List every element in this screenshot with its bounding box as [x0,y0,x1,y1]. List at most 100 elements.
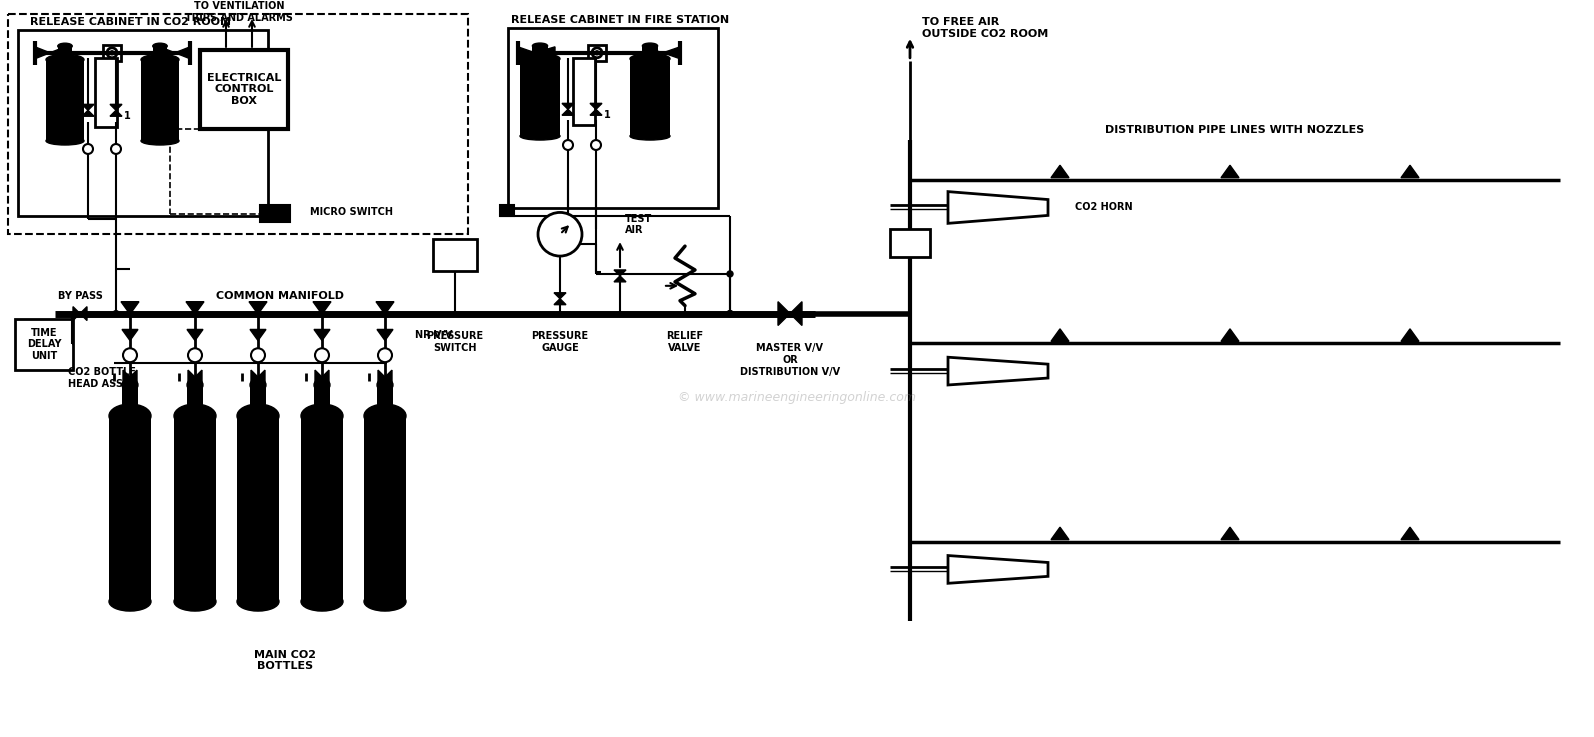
Text: © www.marineengineeringonline.com: © www.marineengineeringonline.com [677,391,917,405]
Ellipse shape [108,404,151,427]
Polygon shape [110,111,123,116]
Bar [378,385,394,419]
Polygon shape [35,47,49,59]
Text: RELEASE CABINET IN CO2 ROOM: RELEASE CABINET IN CO2 ROOM [30,17,231,27]
Polygon shape [1221,527,1239,539]
Text: TIME
DELAY
UNIT: TIME DELAY UNIT [27,328,61,361]
Polygon shape [948,556,1047,583]
Ellipse shape [186,378,202,391]
Polygon shape [948,357,1047,385]
Polygon shape [159,47,175,59]
Ellipse shape [140,136,179,145]
Bar [18,30,268,217]
Circle shape [123,349,137,362]
Polygon shape [1221,165,1239,178]
Polygon shape [563,103,574,109]
Polygon shape [1050,527,1070,539]
Polygon shape [123,370,131,384]
Polygon shape [1401,527,1419,539]
Bar [46,60,84,141]
Circle shape [112,144,121,154]
Text: 1: 1 [604,111,611,120]
Bar [153,46,167,60]
Text: 2: 2 [73,111,80,122]
Circle shape [539,212,582,256]
Polygon shape [312,301,332,314]
Polygon shape [555,298,566,304]
Text: TO VENTILATION
TRIPS AND ALARMS: TO VENTILATION TRIPS AND ALARMS [185,1,293,23]
Ellipse shape [314,378,330,391]
Ellipse shape [174,592,217,611]
Bar [199,50,289,129]
Polygon shape [614,270,626,276]
Bar [508,28,717,209]
Polygon shape [614,276,626,282]
Bar [434,240,477,271]
Polygon shape [518,47,536,59]
Ellipse shape [532,43,548,49]
Bar [96,57,116,128]
Polygon shape [1401,165,1419,178]
Bar [186,385,202,419]
Circle shape [563,140,572,150]
Circle shape [113,310,120,317]
Polygon shape [1050,329,1070,341]
Polygon shape [131,370,137,384]
Circle shape [595,51,599,55]
Bar [889,229,929,257]
Ellipse shape [301,592,343,611]
Polygon shape [175,47,190,59]
Polygon shape [1401,329,1419,341]
Ellipse shape [174,404,217,427]
Bar [520,59,559,136]
Polygon shape [1221,329,1239,341]
Polygon shape [386,370,392,384]
Ellipse shape [378,378,394,391]
Ellipse shape [363,404,406,427]
Text: DISTRIBUTION PIPE LINES WITH NOZZLES: DISTRIBUTION PIPE LINES WITH NOZZLES [1105,125,1364,135]
Text: CO2 BOTTLE
HEAD ASSY: CO2 BOTTLE HEAD ASSY [69,367,135,389]
Polygon shape [186,301,204,314]
Bar [501,204,513,217]
Bar [588,45,606,60]
Text: 2: 2 [553,111,559,120]
Ellipse shape [520,132,559,140]
Circle shape [110,51,115,55]
Polygon shape [73,307,80,321]
Ellipse shape [46,136,84,145]
Ellipse shape [250,378,266,391]
Polygon shape [791,301,802,326]
Polygon shape [49,47,65,59]
Text: ELECTRICAL
CONTROL
BOX: ELECTRICAL CONTROL BOX [207,73,281,106]
Bar [642,46,658,60]
Circle shape [128,310,132,317]
Polygon shape [258,370,265,384]
Polygon shape [590,103,603,109]
Ellipse shape [363,592,406,611]
Ellipse shape [630,132,669,140]
Bar [108,416,151,601]
Circle shape [727,310,733,317]
Bar [630,59,669,136]
Polygon shape [663,47,681,59]
Bar [174,416,217,601]
Circle shape [188,349,202,362]
Ellipse shape [630,54,669,63]
Polygon shape [123,329,139,340]
Text: 1: 1 [124,111,131,122]
Bar [301,416,343,601]
Polygon shape [536,47,555,59]
Circle shape [727,310,733,317]
Ellipse shape [46,55,84,65]
Polygon shape [188,370,194,384]
Polygon shape [314,329,330,340]
Polygon shape [376,301,394,314]
Polygon shape [80,307,88,321]
Polygon shape [249,301,268,314]
Text: MAIN CO2
BOTTLES: MAIN CO2 BOTTLES [253,650,316,671]
Bar [238,416,279,601]
Bar [123,385,139,419]
Text: COMMON MANIFOLD: COMMON MANIFOLD [217,290,344,301]
Ellipse shape [123,378,139,391]
Bar [363,416,406,601]
